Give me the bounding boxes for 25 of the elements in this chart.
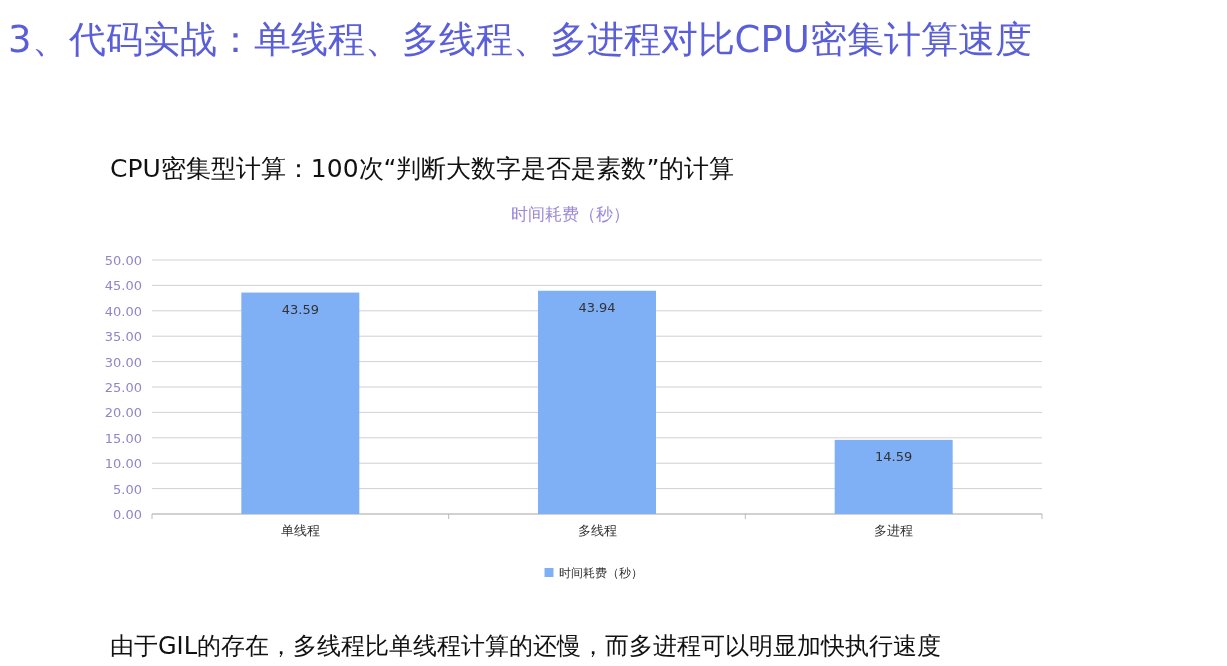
y-axis-title: 时间耗费（秒） (510, 204, 630, 224)
y-tick-label: 10.00 (104, 456, 142, 472)
data-label: 43.59 (281, 301, 319, 317)
y-tick-label: 40.00 (104, 303, 142, 319)
y-tick-label: 5.00 (113, 481, 142, 497)
y-tick-label: 30.00 (104, 354, 142, 370)
text: 由于GIL的存在，多线程比单线程计算的还慢，而多进程可以明显加快执行速度 (110, 632, 942, 660)
y-tick-label: 45.00 (104, 278, 142, 294)
bar (241, 292, 360, 514)
chart-subtitle: CPU密集型计算：100次“判断大数字是否是素数”的计算 (110, 154, 735, 183)
x-tick-label: 单线程 (280, 523, 320, 538)
y-tick-label: 15.00 (104, 430, 142, 446)
bar (834, 439, 953, 514)
bar (538, 290, 656, 514)
legend-label: 时间耗费（秒） (558, 566, 643, 580)
y-tick-label: 35.00 (104, 329, 142, 345)
y-tick-label: 50.00 (104, 253, 142, 268)
x-tick-label: 多进程 (874, 523, 914, 538)
data-label: 43.94 (578, 299, 616, 315)
y-tick-label: 25.00 (104, 380, 142, 395)
chart-title: 3、代码实战：单线程、多线程、多进程对比CPU密集计算速度 (8, 18, 1032, 61)
y-tick-label: 0.00 (113, 507, 142, 522)
data-label: 14.59 (875, 448, 913, 464)
y-tick-label: 20.00 (104, 405, 142, 421)
x-tick-label: 多线程 (577, 523, 617, 538)
